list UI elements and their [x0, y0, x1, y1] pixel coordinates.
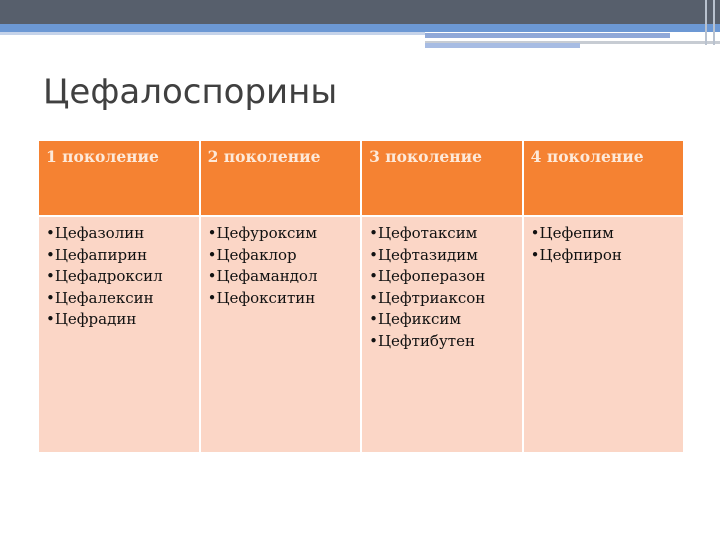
- list-item: •Цефиксим: [369, 310, 462, 328]
- list-item: •Цефапирин: [46, 245, 148, 264]
- table-row: •Цефазолин •Цефапирин •Цефадроксил •Цефа…: [37, 215, 686, 454]
- decor-stripe: [425, 41, 720, 44]
- generations-table: 1 поколение 2 поколение 3 поколение 4 по…: [37, 139, 686, 454]
- list-item: •Цефуроксим: [207, 224, 318, 242]
- top-banner: [0, 0, 720, 24]
- list-item: •Цефтибутен: [369, 331, 475, 350]
- list-item: •Цефрадин: [46, 310, 137, 328]
- drug-list-cell: •Цефепим •Цефпирон: [521, 215, 686, 454]
- accent-line: [0, 32, 425, 35]
- list-item: •Цефаклор: [207, 245, 297, 264]
- header-row: 1 поколение 2 поколение 3 поколение 4 по…: [37, 139, 686, 217]
- list-item: •Цефадроксил: [46, 267, 163, 285]
- list-item: •Цефалексин: [46, 288, 154, 307]
- list-item: •Цефазолин: [46, 224, 145, 242]
- decor-line: [713, 0, 715, 45]
- slide-title: Цефалоспорины: [43, 72, 338, 112]
- header-cell: 3 поколение: [360, 139, 524, 217]
- list-item: •Цефотаксим: [369, 224, 478, 242]
- header-cell: 2 поколение: [198, 139, 363, 217]
- list-item: •Цефтриаксон: [369, 288, 486, 307]
- list-item: •Цефокситин: [207, 288, 316, 307]
- header-cell: 1 поколение: [37, 139, 201, 217]
- list-item: •Цефтазидим: [369, 245, 478, 264]
- list-item: •Цефпирон: [530, 245, 622, 264]
- list-item: •Цефоперазон: [369, 267, 486, 285]
- decor-line: [705, 0, 707, 45]
- decor-stripe: [425, 43, 580, 48]
- accent-bar: [0, 24, 720, 32]
- header-cell: 4 поколение: [521, 139, 686, 217]
- drug-list-cell: •Цефотаксим •Цефтазидим •Цефоперазон •Це…: [360, 215, 524, 454]
- drug-list-cell: •Цефазолин •Цефапирин •Цефадроксил •Цефа…: [37, 215, 201, 454]
- decor-stripe: [425, 33, 670, 38]
- list-item: •Цефамандол: [207, 267, 318, 285]
- drug-list-cell: •Цефуроксим •Цефаклор •Цефамандол •Цефок…: [198, 215, 363, 454]
- list-item: •Цефепим: [530, 224, 614, 242]
